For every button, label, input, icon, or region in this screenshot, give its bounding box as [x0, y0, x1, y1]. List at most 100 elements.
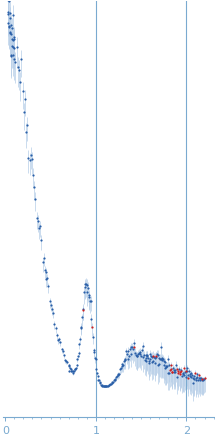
Point [172, 368, 175, 375]
Point [102, 382, 105, 389]
Point [69, 366, 72, 373]
Point [195, 373, 198, 380]
Point [109, 380, 113, 387]
Point [24, 128, 28, 135]
Point [193, 369, 197, 376]
Point [94, 356, 97, 363]
Point [127, 353, 131, 360]
Point [126, 355, 129, 362]
Point [115, 372, 119, 379]
Point [203, 374, 206, 381]
Point [6, 10, 9, 17]
Point [92, 348, 96, 355]
Point [136, 353, 139, 360]
Point [97, 376, 100, 383]
Point [106, 382, 110, 389]
Point [142, 343, 145, 350]
Point [175, 366, 178, 373]
Point [88, 294, 91, 301]
Point [32, 184, 36, 191]
Point [97, 377, 101, 384]
Point [48, 298, 51, 305]
Point [63, 357, 67, 364]
Point [44, 269, 48, 276]
Point [10, 51, 13, 58]
Point [120, 362, 123, 369]
Point [161, 356, 165, 363]
Point [109, 380, 112, 387]
Point [153, 354, 156, 361]
Point [139, 352, 143, 359]
Point [84, 280, 88, 287]
Point [88, 297, 92, 304]
Point [128, 345, 132, 352]
Point [113, 375, 117, 382]
Point [124, 347, 128, 354]
Point [82, 288, 86, 295]
Point [166, 356, 169, 363]
Point [35, 214, 38, 221]
Point [180, 366, 183, 373]
Point [146, 352, 149, 359]
Point [73, 365, 77, 372]
Point [196, 371, 199, 378]
Point [121, 361, 124, 368]
Point [83, 283, 86, 290]
Point [87, 292, 91, 299]
Point [6, 9, 10, 16]
Point [103, 383, 107, 390]
Point [167, 362, 170, 369]
Point [56, 336, 60, 343]
Point [194, 376, 197, 383]
Point [124, 357, 127, 364]
Point [18, 78, 22, 85]
Point [183, 368, 187, 375]
Point [165, 364, 168, 371]
Point [105, 382, 108, 389]
Point [67, 361, 70, 368]
Point [105, 382, 109, 389]
Point [50, 305, 54, 312]
Point [55, 332, 58, 339]
Point [168, 369, 171, 376]
Point [184, 373, 187, 380]
Point [189, 370, 192, 377]
Point [98, 380, 102, 387]
Point [161, 355, 164, 362]
Point [12, 34, 15, 41]
Point [199, 374, 202, 381]
Point [8, 14, 12, 21]
Point [165, 362, 169, 369]
Point [27, 154, 30, 161]
Point [159, 356, 162, 363]
Point [140, 347, 144, 354]
Point [37, 224, 41, 231]
Point [86, 282, 89, 289]
Point [179, 367, 183, 374]
Point [10, 43, 14, 50]
Point [139, 348, 142, 355]
Point [40, 237, 43, 244]
Point [80, 323, 83, 330]
Point [81, 307, 84, 314]
Point [187, 372, 190, 379]
Point [119, 364, 123, 371]
Point [9, 30, 12, 37]
Point [94, 365, 98, 372]
Point [198, 375, 201, 382]
Point [169, 362, 172, 369]
Point [7, 23, 10, 30]
Point [144, 352, 147, 359]
Point [75, 361, 78, 368]
Point [60, 346, 63, 353]
Point [135, 353, 138, 360]
Point [76, 356, 79, 363]
Point [20, 55, 23, 62]
Point [84, 281, 87, 288]
Point [11, 12, 15, 19]
Point [78, 341, 81, 348]
Point [178, 371, 181, 378]
Point [118, 365, 122, 372]
Point [82, 305, 85, 312]
Point [36, 217, 40, 224]
